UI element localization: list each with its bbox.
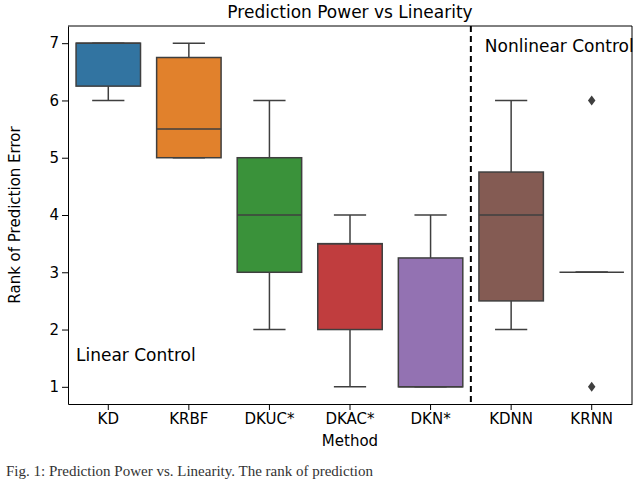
y-tick-label: 2 <box>49 321 59 339</box>
y-tick-label: 4 <box>49 206 59 224</box>
cap-high <box>414 214 446 216</box>
plot: Linear Control Nonlinear Control 1 2 3 4 5 6 7 KD… <box>49 26 633 428</box>
x-tick: KD <box>98 404 119 428</box>
y-tick-label: 6 <box>49 92 59 110</box>
x-tick: KRBF <box>169 404 208 428</box>
x-tick: DKUC* <box>244 404 294 428</box>
whisker-low <box>108 86 110 100</box>
median <box>398 386 462 388</box>
box <box>398 258 462 387</box>
whisker-high <box>430 215 432 258</box>
annotation: Nonlinear Control <box>485 36 634 56</box>
box <box>157 58 221 158</box>
cap-high <box>334 214 366 216</box>
cap-low <box>253 329 285 331</box>
median <box>157 128 221 130</box>
box <box>559 272 623 274</box>
cap-high <box>495 100 527 102</box>
median <box>237 214 301 216</box>
box-group <box>559 95 623 391</box>
box-group <box>398 215 462 387</box>
y-tick-mark <box>62 387 68 388</box>
box <box>76 43 140 86</box>
box <box>479 172 543 301</box>
whisker-low <box>269 272 271 329</box>
whisker-high <box>349 215 351 244</box>
y-axis-line <box>68 27 69 405</box>
x-tick-label: KRNN <box>570 410 613 428</box>
whisker-high <box>510 100 512 172</box>
y-tick: 7 <box>49 34 68 52</box>
y-tick: 3 <box>49 264 68 282</box>
box-group <box>237 100 301 329</box>
cap-low <box>495 329 527 331</box>
y-tick-mark <box>62 43 68 44</box>
box <box>237 158 301 273</box>
cap-low <box>334 386 366 388</box>
x-tick-label: DKN* <box>411 410 452 428</box>
x-axis: KD KRBF DKUC* DKAC* DKN* KDNN KRNN <box>69 404 633 428</box>
whisker-high <box>269 100 271 157</box>
y-tick: 6 <box>49 92 68 110</box>
y-tick-mark <box>62 272 68 273</box>
y-tick: 4 <box>49 206 68 224</box>
median <box>318 243 382 245</box>
chart: Linear Control Nonlinear Control 1 2 3 4 5 6 7 KD… <box>0 0 640 486</box>
outlier <box>588 382 596 392</box>
cap-high <box>173 42 205 44</box>
x-tick-label: KRBF <box>169 410 208 428</box>
y-tick-mark <box>62 330 68 331</box>
outlier <box>588 95 596 105</box>
x-tick-label: DKUC* <box>244 410 294 428</box>
median <box>559 272 623 274</box>
caption: Fig. 1: Prediction Power vs. Linearity. … <box>6 463 374 479</box>
box-group <box>479 100 543 329</box>
x-tick: KRNN <box>570 404 613 428</box>
y-tick-label: 1 <box>49 378 59 396</box>
divider <box>470 26 472 404</box>
y-tick: 2 <box>49 321 68 339</box>
y-axis: 1 2 3 4 5 6 7 <box>49 27 68 405</box>
y-tick-label: 7 <box>49 34 59 52</box>
median <box>479 214 543 216</box>
x-tick: DKN* <box>411 404 452 428</box>
frame <box>632 26 633 404</box>
y-tick: 5 <box>49 149 68 167</box>
title: Prediction Power vs Linearity <box>227 2 472 22</box>
median <box>76 42 140 44</box>
box <box>318 244 382 330</box>
x-tick-label: KDNN <box>489 410 533 428</box>
cap-low <box>92 100 124 102</box>
y-tick-mark <box>62 215 68 216</box>
x-axis-title: Method <box>322 432 378 450</box>
box-group <box>76 43 140 100</box>
y-tick-mark <box>62 158 68 159</box>
y-tick: 1 <box>49 378 68 396</box>
y-tick-label: 5 <box>49 149 59 167</box>
x-tick: KDNN <box>489 404 533 428</box>
whisker-low <box>510 301 512 330</box>
marks <box>76 43 624 392</box>
x-tick-label: KD <box>98 410 119 428</box>
box-group <box>318 215 382 387</box>
cap-high <box>253 100 285 102</box>
annotation: Linear Control <box>76 345 196 365</box>
y-tick-label: 3 <box>49 264 59 282</box>
x-tick-label: DKAC* <box>325 410 375 428</box>
whisker-high <box>188 43 190 57</box>
y-tick-mark <box>62 100 68 101</box>
x-tick: DKAC* <box>325 404 375 428</box>
frame <box>68 26 632 27</box>
box-group <box>157 43 221 158</box>
y-axis-title: Rank of Prediction Error <box>6 126 24 304</box>
whisker-low <box>349 330 351 387</box>
